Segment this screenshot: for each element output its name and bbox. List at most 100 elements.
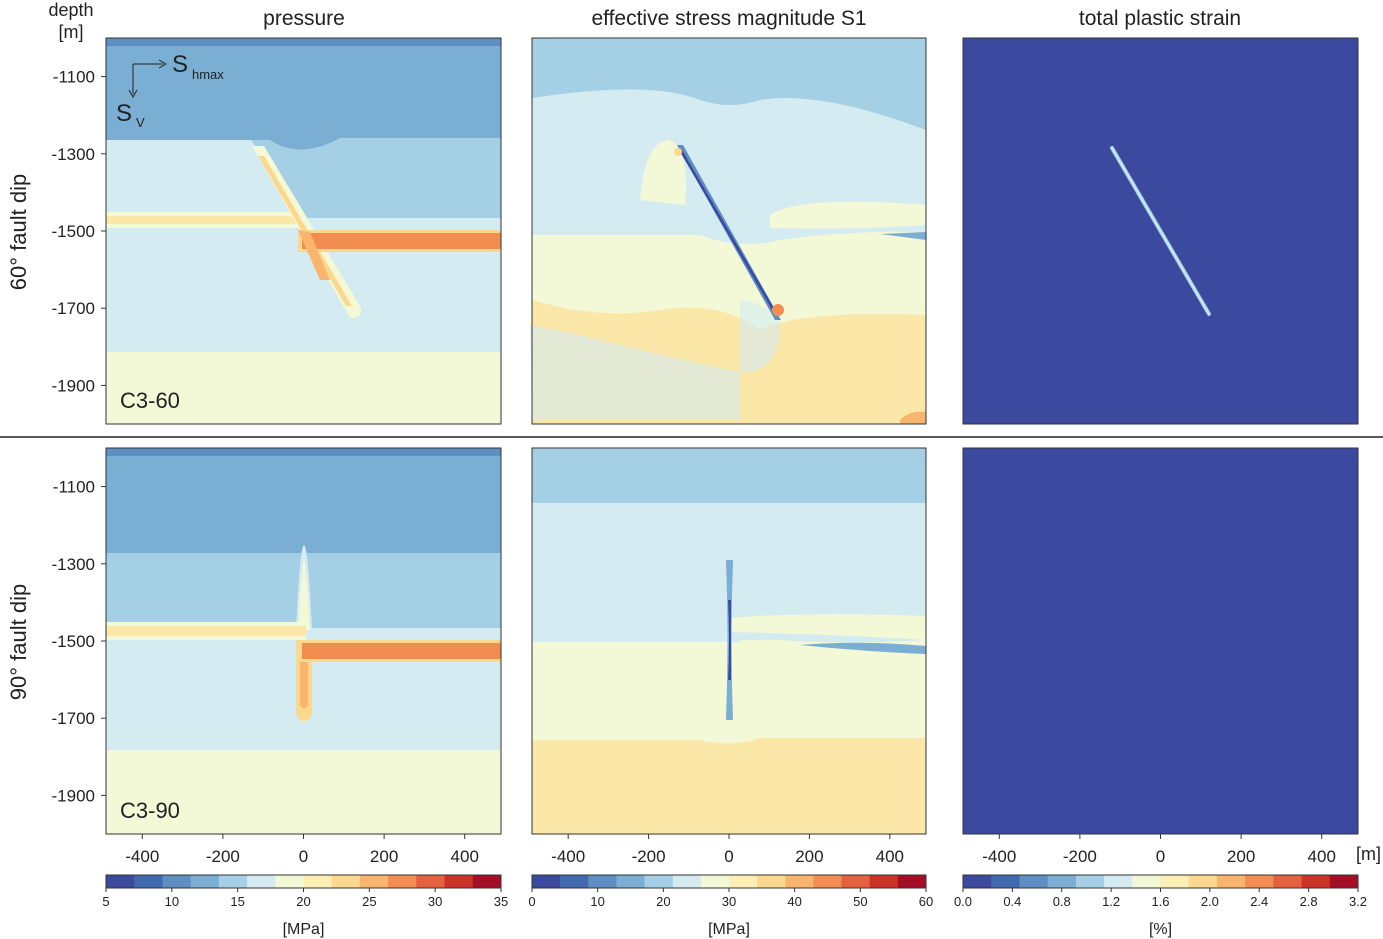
x-tick-label: -200: [1063, 847, 1097, 866]
row-label-90: 90° fault dip: [6, 584, 31, 700]
x-tick-label: 0: [1156, 847, 1165, 866]
y-tick-label: -1300: [52, 555, 95, 574]
x-tick-label: -200: [206, 847, 240, 866]
colorbar-tick-label: 3.2: [1349, 894, 1367, 909]
colorbar-tick-label: 2.4: [1250, 894, 1268, 909]
colorbar-tick-label: 1.2: [1102, 894, 1120, 909]
colorbar-swatch: [963, 875, 992, 888]
shmax-subscript: hmax: [192, 67, 224, 82]
x-tick-label: 200: [1227, 847, 1255, 866]
x-unit-label: [m]: [1356, 844, 1381, 864]
colorbar-swatch: [190, 875, 220, 888]
colorbar-swatch: [841, 875, 871, 888]
colorbar-swatch: [331, 875, 361, 888]
colorbar-swatch: [1019, 875, 1049, 888]
colorbar-swatch: [416, 875, 446, 888]
colorbar-tick-label: 20: [296, 894, 310, 909]
colorbar-swatch: [869, 875, 899, 888]
colorbar-tick-label: 15: [230, 894, 244, 909]
colorbar-tick-label: 5: [102, 894, 109, 909]
colorbar-swatch: [1216, 875, 1246, 888]
panel-pressure-60: [106, 38, 501, 424]
panel-frame-strain-60: [962, 37, 1359, 425]
colorbar-tick-label: 0.0: [954, 894, 972, 909]
panel-stress-90: [532, 448, 926, 834]
colorbar-swatch: [1329, 875, 1359, 888]
colorbar-tick-label: 60: [919, 894, 933, 909]
colorbar-swatch: [588, 875, 617, 888]
x-tick-label: -400: [125, 847, 159, 866]
colorbar-swatch: [106, 875, 135, 888]
x-tick-label: 0: [299, 847, 308, 866]
colorbar-swatch: [388, 875, 417, 888]
colorbar-tick-label: 0.8: [1053, 894, 1071, 909]
depth-label: depth: [48, 0, 93, 20]
x-tick-label: -400: [982, 847, 1016, 866]
colorbar-swatch: [1132, 875, 1161, 888]
colorbar-swatch: [813, 875, 843, 888]
colorbar-swatch: [729, 875, 758, 888]
colorbar-swatch: [1075, 875, 1105, 888]
colorbar-swatch: [134, 875, 163, 888]
colorbar-swatch: [1104, 875, 1133, 888]
colorbar-swatch: [472, 875, 502, 888]
colorbar-swatch: [1160, 875, 1190, 888]
colorbar-swatch: [757, 875, 786, 888]
x-tick-label: 200: [795, 847, 823, 866]
colorbar-tick-label: 35: [494, 894, 508, 909]
sv-subscript: V: [136, 115, 145, 130]
column-title-strain: total plastic strain: [1079, 7, 1241, 30]
colorbar-swatch: [162, 875, 192, 888]
colorbar-swatch: [275, 875, 304, 888]
colorbars: 5 10 15 20 25 30 35 [MPa] 0 10 20 30 40 50 60 [MPa] 0.0 0…: [102, 874, 1367, 938]
column-title-stress: effective stress magnitude S1: [591, 7, 866, 30]
colorbar-tick-label: 1.6: [1151, 894, 1169, 909]
panel-pressure-90: [106, 448, 501, 834]
colorbar-unit-label: [MPa]: [708, 921, 750, 938]
y-tick-label: -1900: [52, 376, 95, 395]
colorbar-tick-label: 0.4: [1003, 894, 1021, 909]
x-tick-label: 200: [370, 847, 398, 866]
case-label-c3-60: C3-60: [120, 388, 180, 413]
y-tick-label: -1900: [52, 786, 95, 805]
colorbar-swatch: [700, 875, 730, 888]
y-tick-label: -1500: [52, 632, 95, 651]
colorbar-swatch: [1273, 875, 1303, 888]
x-tick-label: -400: [551, 847, 585, 866]
colorbar-swatch: [991, 875, 1020, 888]
colorbar-swatch: [1047, 875, 1077, 888]
y-tick-label: -1700: [52, 709, 95, 728]
panel-frame-stress-60: [531, 37, 927, 425]
colorbar-swatch: [532, 875, 561, 888]
x-tick-label: 0: [724, 847, 733, 866]
column-title-pressure: pressure: [263, 7, 345, 30]
y-tick-label: -1700: [52, 299, 95, 318]
colorbar-swatch: [359, 875, 389, 888]
panel-strain-90: [963, 448, 1358, 834]
stress-axes-inset: S hmax S V: [116, 51, 224, 130]
colorbar-swatch: [247, 875, 276, 888]
colorbar-tick-label: 40: [787, 894, 801, 909]
colorbar-swatch: [303, 875, 333, 888]
colorbar-swatch: [897, 875, 927, 888]
colorbar-swatch: [218, 875, 248, 888]
y-tick-label: -1300: [52, 145, 95, 164]
panel-stress-60: [530, 38, 926, 424]
x-tick-label: 400: [876, 847, 904, 866]
y-tick-label: -1100: [53, 478, 95, 497]
colorbar-tick-label: 30: [722, 894, 736, 909]
colorbar-tick-label: 2.0: [1201, 894, 1219, 909]
colorbar-tick-label: 20: [656, 894, 670, 909]
sv-symbol: S: [116, 100, 132, 127]
colorbar-unit-label: [%]: [1149, 921, 1172, 938]
y-tick-label: -1500: [52, 222, 95, 241]
colorbar-swatch: [672, 875, 702, 888]
axis-ticks: -1100 -1300 -1500 -1700 -1900 -1100 -1300 -1500…: [52, 68, 1336, 866]
row-label-60: 60° fault dip: [6, 174, 31, 290]
x-tick-label: -200: [632, 847, 666, 866]
colorbar-tick-label: 30: [428, 894, 442, 909]
colorbar-swatch: [1188, 875, 1218, 888]
colorbar-swatch: [444, 875, 474, 888]
depth-unit-label: [m]: [59, 22, 84, 42]
colorbar-swatch: [1245, 875, 1274, 888]
